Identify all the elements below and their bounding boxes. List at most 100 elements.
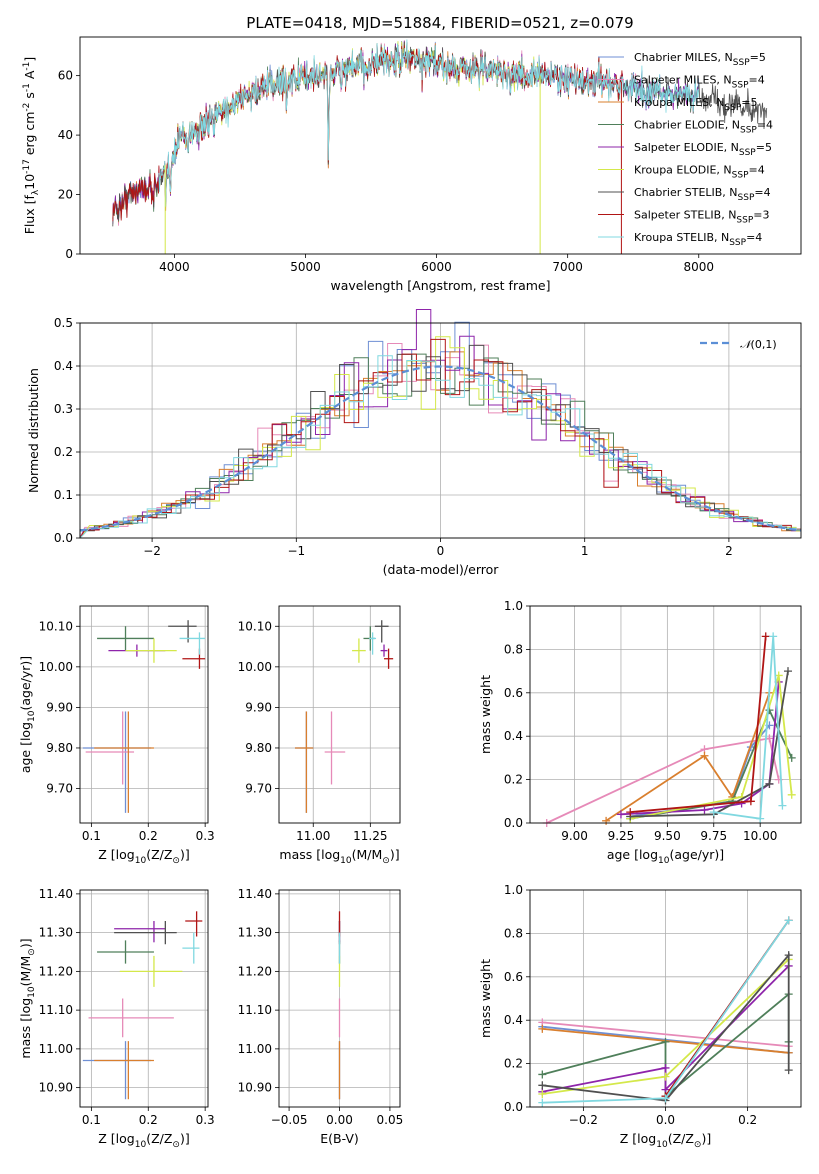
label-text: Salpeter MILES, N xyxy=(634,74,732,87)
panel-mass_EBV: −0.05 0.00 0.05 10.90 11.00 11.10 11.20 11.30 11… xyxy=(238,887,404,1146)
y-tick-label: 11.30 xyxy=(39,926,73,940)
x-tick-label: 5000 xyxy=(290,260,321,274)
label-text: ( xyxy=(18,981,33,986)
y-tick-label: 9.80 xyxy=(46,741,73,755)
legend-label: Chabrier MILES, NSSP​=5 xyxy=(634,51,766,68)
x-tick-label: 8000 xyxy=(683,260,714,274)
subscript: ⊙ xyxy=(382,856,390,866)
y-tick-label: 10.10 xyxy=(238,619,272,633)
axes-frame xyxy=(529,605,802,824)
label-text: mass [log xyxy=(18,998,33,1059)
subscript: SSP xyxy=(732,81,749,91)
superscript: -2 xyxy=(22,103,32,112)
axes-frame xyxy=(79,605,209,824)
label-text: ( xyxy=(18,706,33,711)
label-text: Salpeter ELODIE, N xyxy=(634,141,739,154)
label-text: mass [log xyxy=(279,847,340,862)
weight-series-line xyxy=(605,692,771,822)
math-text: M/M xyxy=(357,847,383,862)
label-text: (Z/Z xyxy=(668,1131,694,1146)
label-text: )] xyxy=(18,938,33,948)
x-tick-label: 2 xyxy=(725,544,733,558)
y-tick-label: 11.00 xyxy=(39,1042,73,1056)
label-text: age [log xyxy=(607,847,658,862)
subscript: SSP xyxy=(733,58,750,68)
subscript: 10 xyxy=(135,1140,147,1150)
label-text: Kroupa STELIB, N xyxy=(634,231,729,244)
y-tick-label: 0.3 xyxy=(54,402,73,416)
y-tick-label: 9.70 xyxy=(245,782,272,796)
x-tick-label: 9.00 xyxy=(561,829,588,843)
weight-point-marker xyxy=(616,810,625,819)
y-tick-label: 0.4 xyxy=(504,729,523,743)
subscript: SSP xyxy=(729,238,746,248)
y-axis-label: mass weight xyxy=(478,675,493,754)
label-text: =4 xyxy=(749,74,765,87)
axes-frame xyxy=(278,605,401,824)
weight-point-marker xyxy=(538,1024,547,1033)
weight-point-marker xyxy=(661,1094,670,1103)
y-tick-label: 11.30 xyxy=(238,926,272,940)
x-tick-label: 11.25 xyxy=(353,829,387,843)
x-axis-label: E(B-V) xyxy=(320,1131,359,1146)
axes-frame xyxy=(79,889,209,1108)
y-tick-label: 11.20 xyxy=(39,964,73,978)
subscript: SSP xyxy=(724,103,741,113)
y-tick-label: 0.5 xyxy=(54,316,73,330)
y-tick-label: 0.6 xyxy=(504,970,523,984)
superscript: -17 xyxy=(22,159,32,174)
math-text: (0,1) xyxy=(751,338,777,351)
axes-frame xyxy=(79,36,802,255)
y-tick-label: 0 xyxy=(65,247,73,261)
x-tick-label: 0.2 xyxy=(738,1113,757,1127)
panel-weight_age: 9.00 9.25 9.50 9.75 10.00 0.0 0.2 0.4 0.6 0.8 1.0 a… xyxy=(478,599,802,866)
x-axis-label: Z [log10​(Z/Z⊙​)] xyxy=(98,1131,189,1150)
normal-reference-curve xyxy=(79,365,802,532)
weight-series-line xyxy=(542,952,790,1102)
weight-point-marker xyxy=(784,916,793,925)
legend-label: Chabrier STELIB, NSSP​=4 xyxy=(634,186,771,203)
label-text: Salpeter STELIB, N xyxy=(634,209,736,222)
label-text: ( xyxy=(352,847,357,862)
label-text: =4 xyxy=(746,231,762,244)
x-tick-label: 0.0 xyxy=(656,1113,675,1127)
subscript: ⊙ xyxy=(172,856,180,866)
y-tick-label: 1.0 xyxy=(504,883,523,897)
y-tick-label: 0.2 xyxy=(504,773,523,787)
x-tick-label: 9.50 xyxy=(654,829,681,843)
label-text: Chabrier MILES, N xyxy=(634,51,733,64)
subscript: 10 xyxy=(340,856,352,866)
subscript: 10 xyxy=(27,986,37,998)
x-tick-label: 11.00 xyxy=(296,829,330,843)
weight-series-line xyxy=(630,707,793,820)
weight-point-marker xyxy=(787,753,796,762)
panel-mass_Z: 0.1 0.2 0.3 10.90 11.00 11.10 11.20 11.30 11.40 Z… xyxy=(18,887,215,1150)
subscript: 10 xyxy=(656,1140,668,1150)
y-tick-label: 9.70 xyxy=(46,782,73,796)
label-text: 10 xyxy=(22,174,37,190)
label-text: =5 xyxy=(750,51,766,64)
legend-label: Kroupa ELODIE, NSSP​=4 xyxy=(634,164,765,181)
y-axis-label: Flux [fλ​10-17​ erg cm-2​ s-1​ A-1​] xyxy=(22,57,41,235)
y-tick-label: 0.8 xyxy=(504,642,523,656)
x-tick-label: 0.1 xyxy=(82,1113,101,1127)
label-text: =4 xyxy=(749,164,765,177)
legend-label: Salpeter STELIB, NSSP​=3 xyxy=(634,209,770,226)
x-axis-label: (data-model)/error xyxy=(383,562,500,577)
subscript: ⊙ xyxy=(694,1140,702,1150)
label-text: erg cm xyxy=(22,112,37,160)
y-tick-label: 11.00 xyxy=(238,1042,272,1056)
y-tick-label: 9.80 xyxy=(245,741,272,755)
subscript: ⊙ xyxy=(172,1140,180,1150)
subscript: 10 xyxy=(658,856,670,866)
x-tick-label: 0.00 xyxy=(326,1113,353,1127)
weight-point-marker xyxy=(784,951,793,960)
weight-series-line xyxy=(546,737,780,824)
label-text: =4 xyxy=(757,119,773,132)
weight-point-marker xyxy=(538,1081,547,1090)
x-axis-label: wavelength [Angstrom, rest frame] xyxy=(330,278,550,293)
weight-point-marker xyxy=(765,779,774,788)
label-text: (Z/Z xyxy=(146,1131,172,1146)
weight-point-marker xyxy=(626,808,635,817)
legend-label: Salpeter MILES, NSSP​=4 xyxy=(634,74,765,91)
